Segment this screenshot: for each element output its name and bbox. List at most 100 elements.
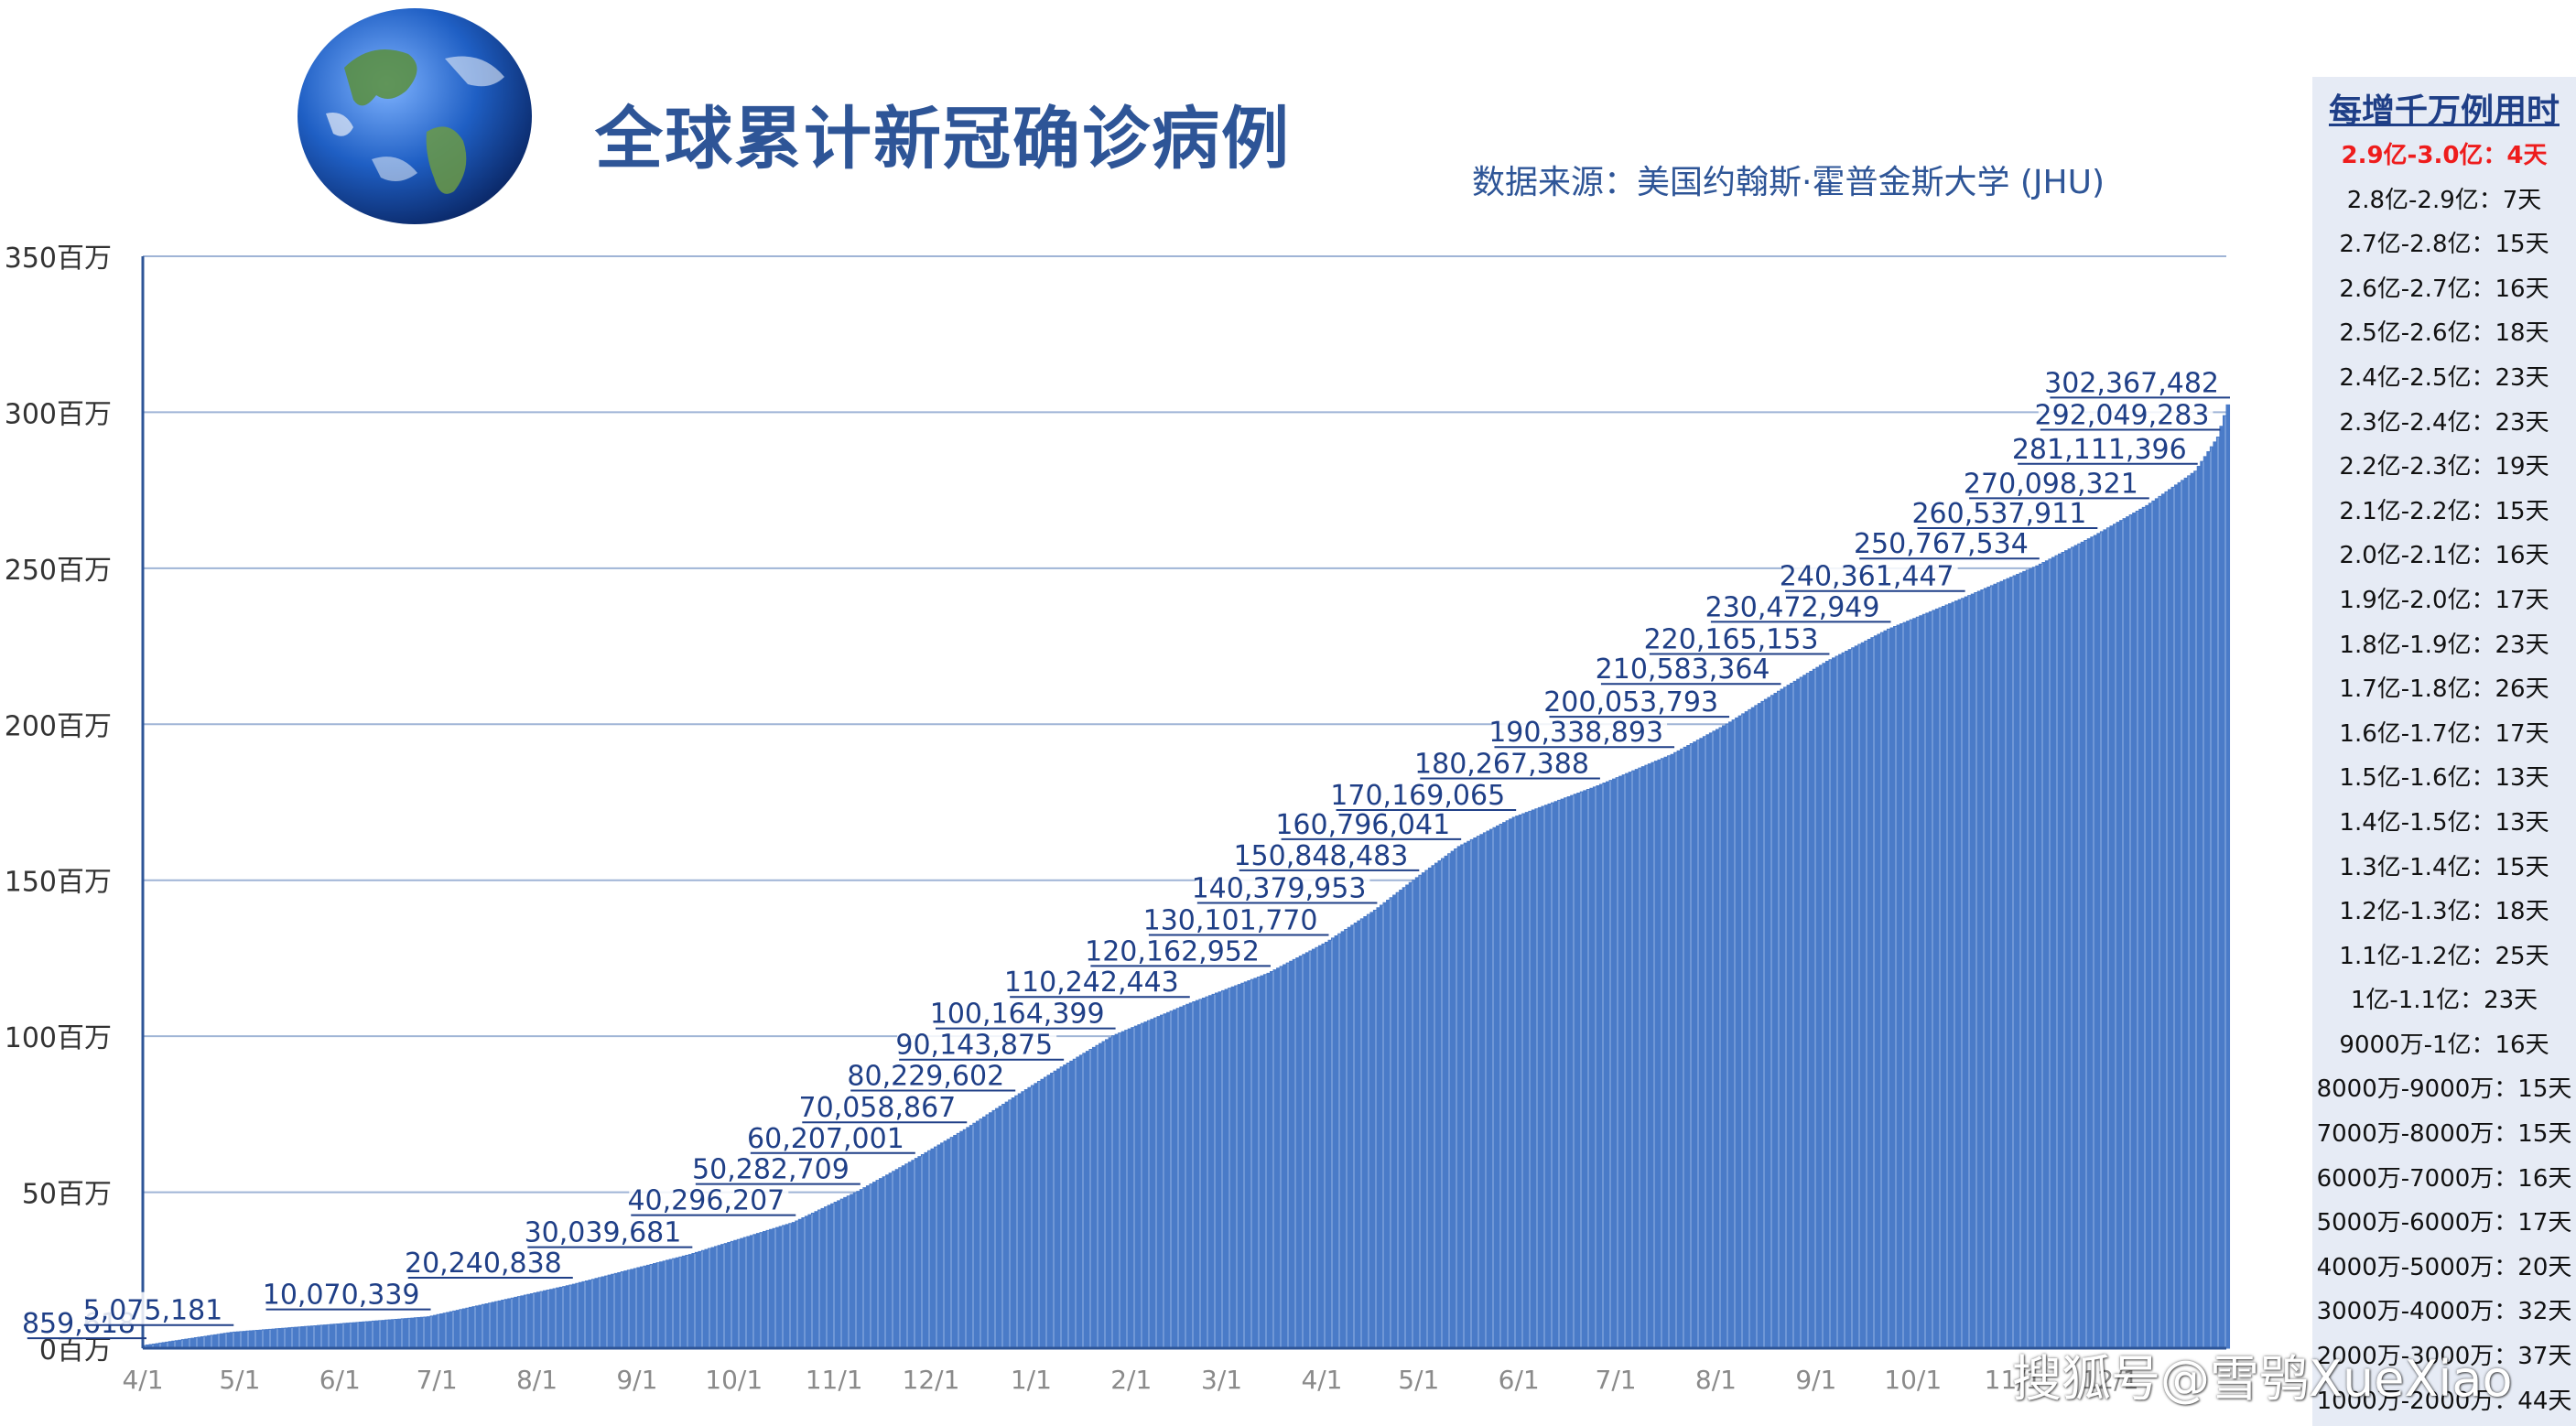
panel-item: 1.3亿-1.4亿：15天 <box>2339 853 2549 881</box>
data-source-note: 数据来源：美国约翰斯·霍普金斯大学 (JHU) <box>1472 164 2105 201</box>
panel-item: 6000万-7000万：16天 <box>2316 1164 2572 1193</box>
panel-item: 1000万-2000万：44天 <box>2316 1387 2572 1415</box>
panel-item: 2.8亿-2.9亿：7天 <box>2346 186 2542 214</box>
y-tick-labels: 0百万 50百万 100百万 150百万 200百万 250百万 300百万 350百万 <box>5 243 112 1367</box>
panel-item: 2.1亿-2.2亿：15天 <box>2339 497 2549 525</box>
data-label: 170,169,065 <box>1330 780 1505 812</box>
x-tick-label: 8/1 <box>516 1365 557 1395</box>
data-label-bg <box>748 1119 908 1153</box>
data-label: 240,361,447 <box>1780 561 1954 593</box>
y-tick-label: 200百万 <box>5 710 112 742</box>
x-tick-label: 12/1 <box>2082 1365 2139 1395</box>
data-label: 130,101,770 <box>1143 905 1318 937</box>
data-label-bg <box>1008 964 1183 998</box>
panel-item: 3000万-4000万：32天 <box>2316 1298 2572 1326</box>
y-tick-label: 50百万 <box>22 1179 112 1211</box>
x-tick-label: 11/1 <box>806 1365 863 1395</box>
x-tick-label: 11/1 <box>1985 1365 2042 1395</box>
data-label: 60,207,001 <box>747 1123 904 1155</box>
area-series <box>142 404 2231 1349</box>
panel-item: 1.6亿-1.7亿：17天 <box>2339 719 2549 748</box>
panel-item: 1.9亿-2.0亿：17天 <box>2339 586 2549 614</box>
cumulative-cases-chart: 0百万 50百万 100百万 150百万 200百万 250百万 300百万 350百万 4/… <box>5 243 2231 1395</box>
watermark: 搜狐号@雪鸮XueXiao <box>2012 1350 2513 1408</box>
panel-item: 2.9亿-3.0亿：4天 <box>2341 142 2548 169</box>
cumulative-cases-area <box>142 404 2231 1349</box>
data-label-bg <box>849 1057 1009 1091</box>
data-label-bg <box>1967 465 2142 499</box>
x-tick-labels: 4/1 5/1 6/1 7/1 8/1 9/1 10/1 11/1 12/1 1/1 2/1 3/1 4… <box>122 1365 2138 1395</box>
page-title: 全球累计新冠确诊病例 <box>595 100 1291 178</box>
panel-item: 7000万-8000万：15天 <box>2316 1120 2572 1149</box>
panel-item: 2.4亿-2.5亿：23天 <box>2339 363 2549 392</box>
data-label: 200,053,793 <box>1543 686 1718 718</box>
data-label: 10,070,339 <box>263 1280 420 1312</box>
data-label-bg <box>264 1276 424 1310</box>
data-label: 180,267,388 <box>1414 749 1589 781</box>
data-label-bg <box>934 995 1109 1029</box>
panel-item: 4000万-5000万：20天 <box>2316 1253 2572 1281</box>
data-label-bg <box>1857 525 2032 559</box>
data-label-bg <box>525 1214 686 1248</box>
data-label: 30,039,681 <box>525 1217 682 1249</box>
data-label-bg <box>1279 805 1455 839</box>
x-tick-label: 9/1 <box>616 1365 657 1395</box>
x-tick-label: 7/1 <box>417 1365 458 1395</box>
data-label: 140,379,953 <box>1192 873 1367 905</box>
panel-item: 1.4亿-1.5亿：13天 <box>2339 808 2549 837</box>
data-label-bg <box>1418 745 1593 779</box>
data-label: 210,583,364 <box>1596 654 1770 686</box>
x-tick-label: 9/1 <box>1795 1365 1836 1395</box>
x-tick-label: 1/1 <box>1011 1365 1052 1395</box>
data-label-bg <box>81 1291 227 1325</box>
panel-item: 5000万-6000万：17天 <box>2316 1209 2572 1237</box>
y-tick-label: 100百万 <box>5 1022 112 1054</box>
x-tick-label: 2/1 <box>1110 1365 1152 1395</box>
x-tick-label: 5/1 <box>219 1365 260 1395</box>
data-label: 230,472,949 <box>1705 591 1880 623</box>
panel-title: 每增千万例用时 <box>2328 92 2560 130</box>
y-tick-label: 300百万 <box>5 398 112 430</box>
panel-item: 2.0亿-2.1亿：16天 <box>2339 542 2549 570</box>
panel-item: 2.5亿-2.6亿：18天 <box>2339 319 2549 348</box>
panel-item: 2.7亿-2.8亿：15天 <box>2339 231 2549 259</box>
data-label-bg <box>2038 396 2213 430</box>
data-label-bg <box>1492 714 1668 748</box>
data-label: 20,240,838 <box>405 1248 562 1280</box>
data-label-bg <box>2048 364 2223 398</box>
data-label-bg <box>1146 902 1322 935</box>
data-label: 302,367,482 <box>2044 367 2219 399</box>
data-label: 220,165,153 <box>1644 624 1819 656</box>
panel-item: 2.6亿-2.7亿：16天 <box>2339 275 2549 303</box>
data-label-bg <box>1237 837 1412 870</box>
data-label-bg <box>1598 651 1774 685</box>
x-tick-label: 8/1 <box>1695 1365 1737 1395</box>
panel-item: 1.1亿-1.2亿：25天 <box>2339 942 2549 970</box>
x-tick-label: 10/1 <box>1884 1365 1942 1395</box>
data-label-bg <box>406 1245 566 1279</box>
panel-item: 1.5亿-1.6亿：13天 <box>2339 764 2549 793</box>
y-tick-label: 150百万 <box>5 867 112 899</box>
data-label: 160,796,041 <box>1275 809 1450 841</box>
globe-image <box>298 8 532 224</box>
x-tick-label: 3/1 <box>1201 1365 1242 1395</box>
panel-item: 2.2亿-2.3亿：19天 <box>2339 453 2549 481</box>
data-label-bg <box>1647 621 1823 654</box>
data-label: 270,098,321 <box>1964 468 2138 500</box>
data-label-bg <box>1088 933 1263 967</box>
y-tick-label: 350百万 <box>5 243 112 275</box>
data-label: 5,075,181 <box>83 1295 223 1327</box>
y-tick-label: 250百万 <box>5 555 112 587</box>
data-label-bg <box>1334 776 1510 810</box>
data-label: 90,143,875 <box>895 1030 1053 1062</box>
data-label: 80,229,602 <box>847 1061 1004 1093</box>
data-label: 150,848,483 <box>1233 840 1408 872</box>
data-label: 50,282,709 <box>692 1154 850 1186</box>
panel-item: 1亿-1.1亿：23天 <box>2350 987 2538 1015</box>
days-per-10m-panel: 每增千万例用时 2.9亿-3.0亿：4天 2.8亿-2.9亿：7天 2.7亿-2.8… <box>2312 77 2576 1426</box>
x-tick-label: 5/1 <box>1398 1365 1439 1395</box>
x-tick-label: 6/1 <box>1499 1365 1540 1395</box>
panel-item: 9000万-1亿：16天 <box>2339 1031 2549 1059</box>
x-tick-label: 7/1 <box>1596 1365 1637 1395</box>
panel-item: 2000万-3000万：37天 <box>2316 1343 2572 1371</box>
